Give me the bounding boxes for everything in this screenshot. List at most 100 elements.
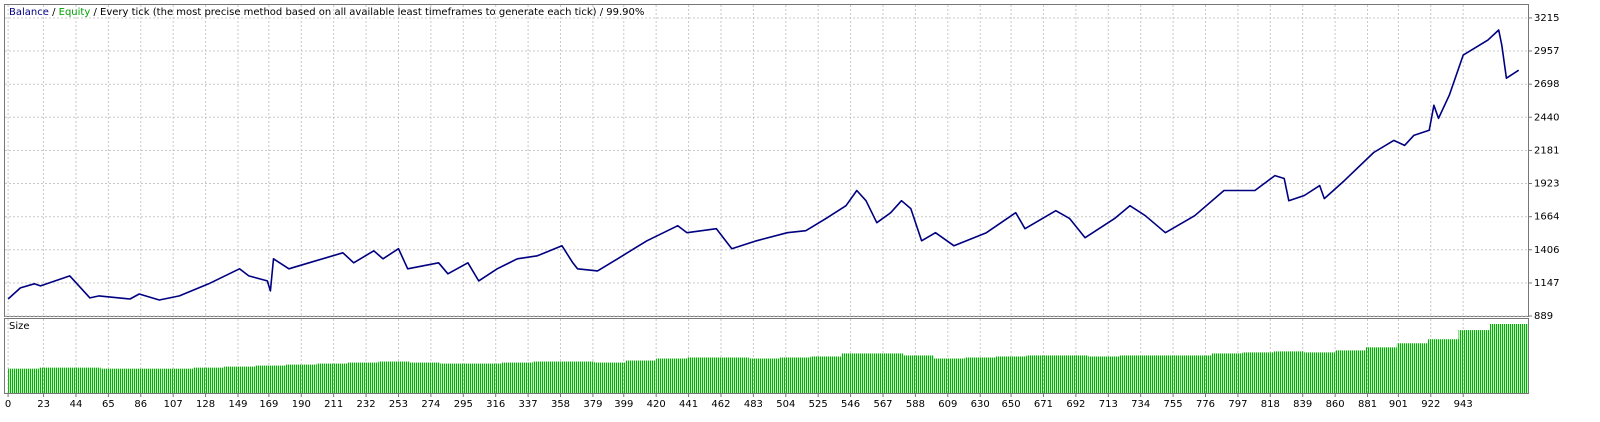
size-bar bbox=[38, 367, 70, 393]
x-tick-label: 567 bbox=[873, 399, 892, 410]
size-bar bbox=[1365, 347, 1397, 393]
x-tick-label: 190 bbox=[292, 399, 311, 410]
marks bbox=[7, 29, 1528, 393]
y-tick-label: 2440 bbox=[1534, 112, 1559, 123]
x-tick-label: 232 bbox=[357, 399, 376, 410]
x-tick-label: 358 bbox=[551, 399, 570, 410]
size-bar bbox=[1242, 352, 1274, 393]
size-bar bbox=[224, 366, 255, 393]
size-bar bbox=[1489, 324, 1528, 393]
size-bar bbox=[1304, 352, 1336, 393]
size-bar bbox=[347, 362, 379, 393]
separator: / bbox=[93, 7, 97, 18]
x-tick-label: 546 bbox=[841, 399, 860, 410]
size-bar bbox=[1211, 353, 1243, 393]
size-bar bbox=[1396, 343, 1428, 393]
x-tick-label: 650 bbox=[1002, 399, 1021, 410]
size-bar bbox=[471, 363, 502, 393]
header: Balance / Equity / Every tick (the most … bbox=[9, 7, 644, 18]
size-bar bbox=[1335, 350, 1366, 393]
y-tick-label: 3215 bbox=[1534, 13, 1559, 24]
x-tick-label: 692 bbox=[1066, 399, 1085, 410]
size-bar bbox=[995, 356, 1027, 393]
x-tick-label: 274 bbox=[421, 399, 440, 410]
size-bar bbox=[532, 361, 564, 393]
x-tick-label: 734 bbox=[1131, 399, 1150, 410]
y-tick-label: 889 bbox=[1534, 311, 1553, 322]
x-tick-label: 860 bbox=[1326, 399, 1345, 410]
size-bar bbox=[1119, 355, 1150, 393]
x-tick-label: 881 bbox=[1358, 399, 1377, 410]
x-tick-label: 901 bbox=[1389, 399, 1408, 410]
size-bar bbox=[8, 368, 39, 393]
x-tick-label: 776 bbox=[1196, 399, 1215, 410]
size-bar bbox=[810, 356, 842, 393]
x-tick-label: 420 bbox=[647, 399, 666, 410]
size-bar bbox=[1057, 355, 1089, 393]
y-tick-label: 1664 bbox=[1534, 212, 1559, 223]
x-tick-label: 295 bbox=[454, 399, 473, 410]
x-tick-label: 713 bbox=[1099, 399, 1118, 410]
size-bar bbox=[1180, 355, 1212, 393]
size-bar bbox=[1149, 355, 1181, 393]
x-tick-label: 483 bbox=[744, 399, 763, 410]
y-tick-label: 1406 bbox=[1534, 245, 1559, 256]
x-tick-label: 128 bbox=[196, 399, 215, 410]
size-bar bbox=[193, 367, 225, 393]
size-bar bbox=[1427, 339, 1459, 393]
x-tick-label: 525 bbox=[809, 399, 828, 410]
model: Every tick (the most precise method base… bbox=[100, 7, 597, 18]
y-tick-label: 2181 bbox=[1534, 145, 1559, 156]
x-tick-label: 671 bbox=[1034, 399, 1053, 410]
legend-balance: Balance bbox=[9, 7, 49, 18]
size-bar bbox=[687, 357, 718, 393]
x-tick-label: 630 bbox=[971, 399, 990, 410]
x-tick-label: 441 bbox=[679, 399, 698, 410]
size-bar bbox=[563, 361, 595, 393]
x-tick-label: 23 bbox=[37, 399, 50, 410]
y-tick-label: 1147 bbox=[1534, 278, 1559, 289]
legend-equity: Equity bbox=[59, 7, 91, 18]
x-tick-label: 65 bbox=[102, 399, 115, 410]
x-tick-label: 169 bbox=[259, 399, 278, 410]
size-bar bbox=[378, 361, 410, 393]
x-tick-label: 922 bbox=[1421, 399, 1440, 410]
x-tick-label: 818 bbox=[1261, 399, 1280, 410]
size-bar bbox=[409, 362, 441, 393]
x-tick-label: 609 bbox=[938, 399, 957, 410]
x-tick-label: 107 bbox=[164, 399, 183, 410]
size-bar bbox=[903, 355, 934, 393]
x-tick-label: 316 bbox=[486, 399, 505, 410]
size-bar bbox=[964, 357, 996, 393]
size-bar bbox=[933, 358, 965, 393]
x-tick-label: 86 bbox=[134, 399, 147, 410]
y-tick-label: 2698 bbox=[1534, 79, 1559, 90]
size-bar bbox=[872, 353, 904, 393]
size-bar bbox=[1026, 355, 1058, 393]
size-bar bbox=[162, 368, 194, 393]
x-tick-label: 399 bbox=[614, 399, 633, 410]
y-tick-label: 1923 bbox=[1534, 179, 1559, 190]
size-bar bbox=[656, 358, 688, 393]
x-tick-label: 588 bbox=[906, 399, 925, 410]
size-bar bbox=[1458, 330, 1490, 393]
x-tick-label: 797 bbox=[1228, 399, 1247, 410]
size-bar bbox=[131, 368, 163, 393]
x-tick-label: 504 bbox=[776, 399, 795, 410]
size-bar bbox=[100, 368, 132, 393]
main-panel bbox=[4, 4, 1529, 317]
x-tick-label: 44 bbox=[70, 399, 83, 410]
x-tick-label: 943 bbox=[1454, 399, 1473, 410]
size-bar bbox=[625, 360, 657, 393]
size-bar bbox=[285, 364, 317, 393]
size-bar bbox=[254, 365, 286, 393]
x-tick-label: 379 bbox=[583, 399, 602, 410]
x-tick-label: 755 bbox=[1164, 399, 1183, 410]
size-bar bbox=[316, 363, 348, 393]
size-bar bbox=[1088, 356, 1120, 393]
separator: / bbox=[52, 7, 56, 18]
size-bar bbox=[717, 357, 749, 393]
quality: 99.90% bbox=[606, 7, 644, 18]
size-bar bbox=[594, 362, 626, 393]
